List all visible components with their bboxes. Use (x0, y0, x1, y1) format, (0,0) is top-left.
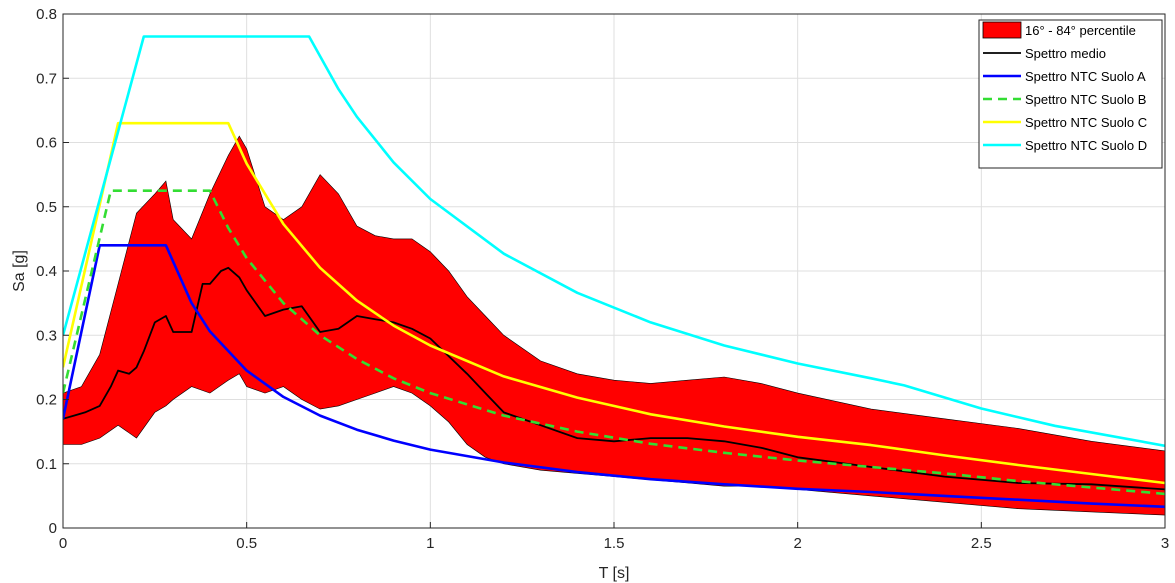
y-tick-label: 0.4 (36, 263, 57, 280)
legend-label-spettro-medio: Spettro medio (1025, 46, 1106, 61)
legend-label-spettro-ntc-suolo-d: Spettro NTC Suolo D (1025, 138, 1147, 153)
series-spettro-ntc-suolo-c (63, 121, 1165, 485)
band-layer (63, 135, 1165, 516)
x-axis-label: T [s] (599, 565, 630, 582)
series-spettro-ntc-suolo-a (63, 244, 1165, 509)
series-spettro-ntc-suolo-d (63, 35, 1165, 448)
legend-label-spettro-ntc-suolo-b: Spettro NTC Suolo B (1025, 92, 1146, 107)
legend-box (978, 19, 1163, 169)
series-spettro-medio (63, 266, 1165, 491)
band-percentile-16-84 (63, 135, 1165, 516)
y-tick-label: 0 (49, 520, 57, 537)
x-tick-label: 1 (426, 535, 434, 552)
y-axis-label: Sa [g] (11, 250, 28, 292)
y-tick-label: 0.6 (36, 135, 57, 152)
legend: 16° - 84° percentile Spettro medio Spettro… (978, 19, 1163, 169)
legend-swatch-band (982, 21, 1022, 39)
legend-label-band: 16° - 84° percentile (1025, 23, 1136, 38)
y-tick-label: 0.1 (36, 456, 57, 473)
legend-label-spettro-ntc-suolo-c: Spettro NTC Suolo C (1025, 115, 1147, 130)
x-tick-label: 0.5 (236, 535, 257, 552)
x-tick-label: 2.5 (971, 535, 992, 552)
y-tick-label: 0.2 (36, 392, 57, 409)
x-axis-ticks: 0 0.5 1 1.5 2 2.5 3 (59, 522, 1169, 552)
legend-label-spettro-ntc-suolo-a: Spettro NTC Suolo A (1025, 69, 1146, 84)
y-tick-label: 0.3 (36, 327, 57, 344)
y-tick-label: 0.7 (36, 70, 57, 87)
series-spettro-ntc-suolo-b (63, 189, 1165, 496)
x-tick-label: 0 (59, 535, 67, 552)
y-tick-label: 0.8 (36, 6, 57, 23)
x-tick-label: 3 (1161, 535, 1169, 552)
x-tick-label: 2 (793, 535, 801, 552)
y-axis-ticks: 0 0.1 0.2 0.3 0.4 0.5 0.6 0.7 0.8 (36, 6, 69, 537)
series-layer (63, 35, 1165, 509)
y-tick-label: 0.5 (36, 199, 57, 216)
x-tick-label: 1.5 (604, 535, 625, 552)
